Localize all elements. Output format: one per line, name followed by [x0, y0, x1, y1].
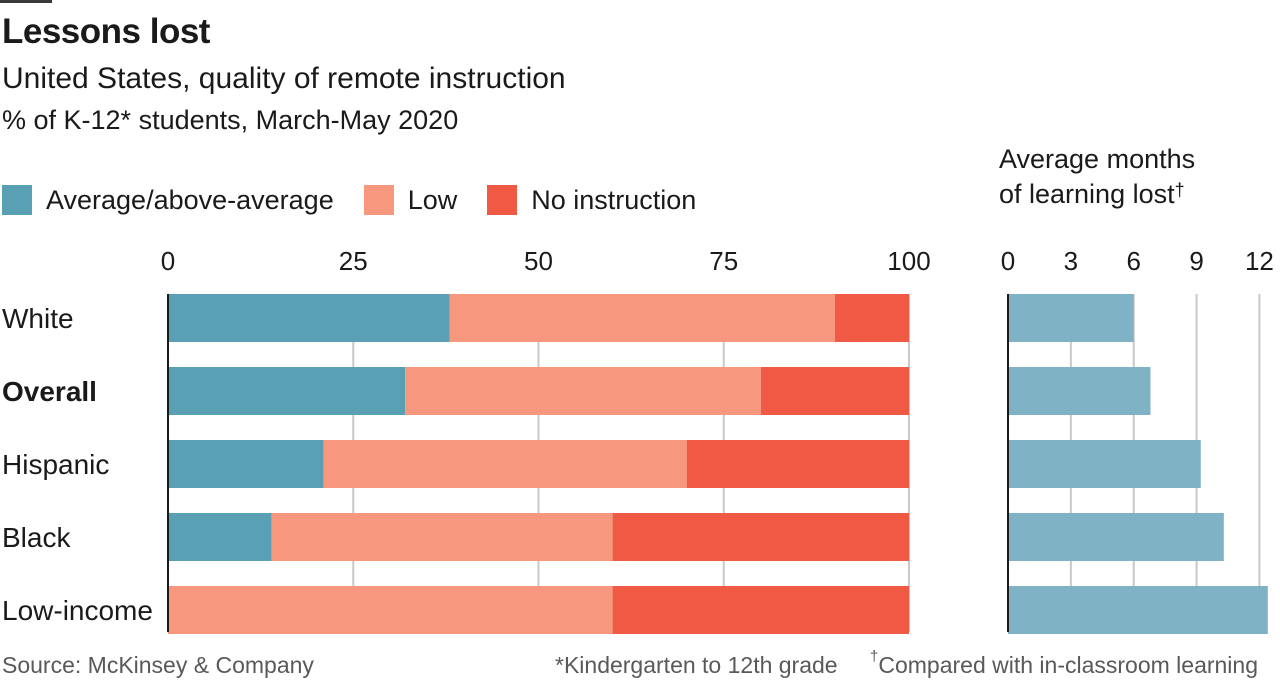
bar-hispanic-low	[323, 440, 687, 488]
top-accent-bar	[0, 0, 52, 3]
bar-hispanic-average-above-average	[168, 440, 324, 488]
bar-black-average-above-average	[168, 513, 272, 561]
bar-overall-average-above-average	[168, 367, 406, 415]
x-tick-label-75: 75	[709, 246, 738, 276]
dagger-mark: †	[1174, 180, 1185, 200]
legend-swatch-low	[363, 185, 394, 215]
bar-low-income-low	[168, 586, 613, 634]
months-tick-label-3: 3	[1064, 246, 1078, 276]
x-tick-label-25: 25	[339, 246, 368, 276]
source-note: Source: McKinsey & Company	[2, 652, 314, 678]
category-label-hispanic: Hispanic	[2, 449, 109, 480]
chart-units-note: % of K-12* students, March-May 2020	[2, 105, 459, 135]
months-lost-title: Average months of learning lost†	[999, 142, 1195, 212]
months-bar-hispanic	[1008, 440, 1201, 488]
x-tick-label-50: 50	[524, 246, 553, 276]
legend-label-none: No instruction	[531, 184, 697, 215]
legend-label-low: Low	[407, 184, 458, 215]
months-tick-label-9: 9	[1189, 246, 1203, 276]
chart-subtitle: United States, quality of remote instruc…	[2, 62, 566, 95]
x-tick-label-0: 0	[161, 246, 175, 276]
chart-title: Lessons lost	[2, 12, 210, 51]
months-tick-label-0: 0	[1001, 246, 1015, 276]
months-tick-label-12: 12	[1245, 246, 1274, 276]
bar-overall-low	[405, 367, 761, 415]
months-bar-black	[1008, 513, 1224, 561]
footnote-k12: *Kindergarten to 12th grade	[555, 652, 838, 678]
legend-item-average: Average/above-average	[2, 185, 334, 216]
legend-item-low: Low	[363, 184, 458, 216]
legend-item-none: No instruction	[487, 185, 696, 216]
footnote-compared-text: Compared with in-classroom learning	[878, 652, 1259, 678]
category-label-white: White	[2, 303, 74, 334]
footnote-dagger: †	[870, 648, 879, 665]
bar-black-no-instruction	[612, 513, 909, 561]
bar-white-low	[449, 294, 835, 342]
legend-label-average: Average/above-average	[46, 184, 334, 215]
legend-swatch-none	[487, 185, 518, 215]
category-label-black: Black	[2, 522, 71, 553]
bar-white-no-instruction	[834, 294, 909, 342]
bar-white-average-above-average	[168, 294, 450, 342]
months-tick-label-6: 6	[1126, 246, 1140, 276]
months-bar-low-income	[1008, 586, 1268, 634]
footnote-compared: †Compared with in-classroom learning	[870, 648, 1259, 679]
bar-low-income-no-instruction	[612, 586, 909, 634]
category-label-low-income: Low-income	[2, 595, 153, 626]
bar-black-low	[271, 513, 613, 561]
category-label-overall: Overall	[2, 376, 97, 407]
bar-hispanic-no-instruction	[686, 440, 909, 488]
months-bar-white	[1008, 294, 1134, 342]
legend-swatch-average	[2, 185, 32, 215]
months-bar-overall	[1008, 367, 1151, 415]
months-lost-title-line1: Average months	[999, 144, 1196, 174]
x-tick-label-100: 100	[887, 246, 930, 276]
legend: Average/above-average Low No instruction	[2, 182, 726, 218]
months-lost-title-line2: of learning lost	[999, 179, 1175, 209]
bar-overall-no-instruction	[760, 367, 909, 415]
